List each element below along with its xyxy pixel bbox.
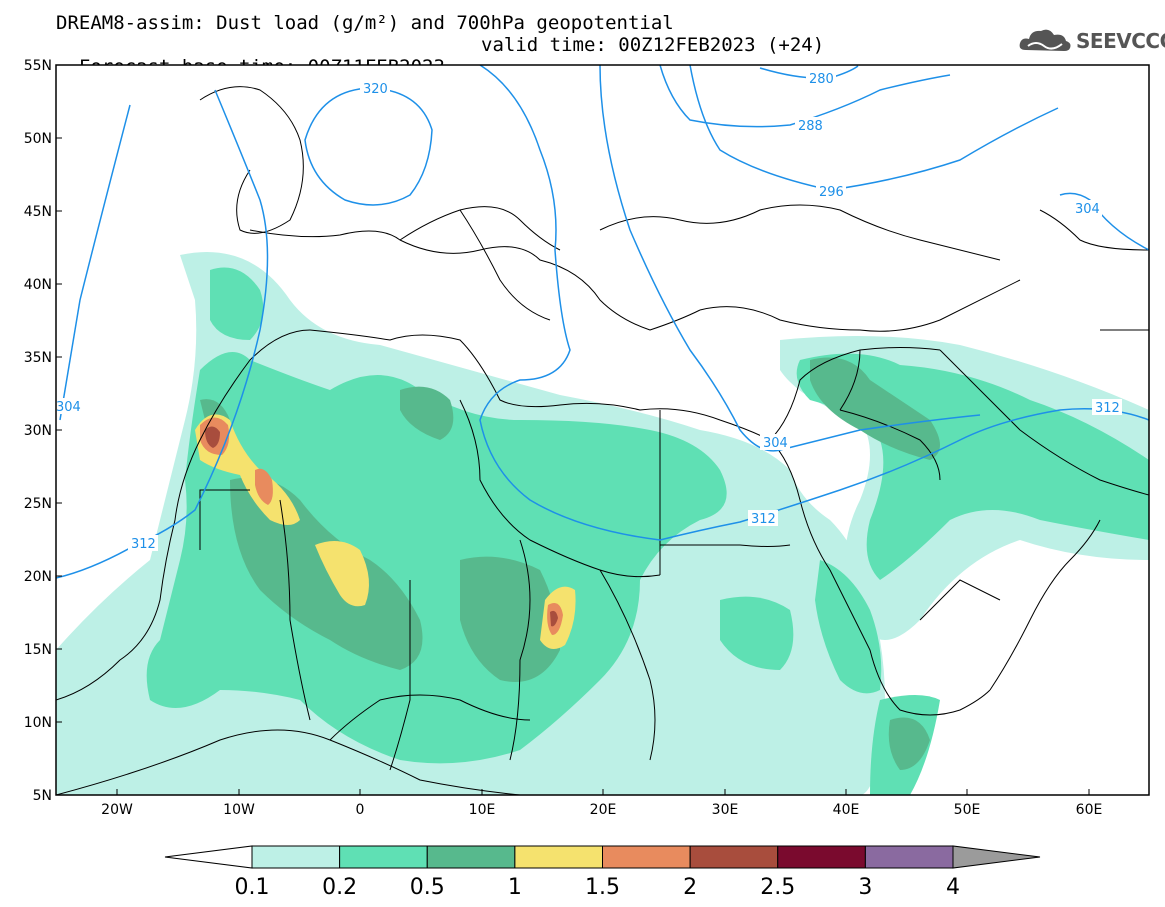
colorbar: 0.1 0.2 0.5 1 1.5 2 2.5 3 4: [164, 845, 1041, 900]
colorbar-tick-label: 3: [858, 875, 872, 900]
logo-text: SEEVCCC: [1076, 29, 1165, 53]
dust-field: [56, 65, 1149, 795]
lat-label: 10N: [24, 715, 52, 731]
lat-label: 40N: [24, 277, 52, 293]
colorbar-swatch: [251, 845, 341, 869]
colorbar-under-arrow: [164, 845, 253, 869]
lat-label: 5N: [33, 788, 52, 804]
colorbar-tick-label: 2: [683, 875, 697, 900]
cloud-icon: [1019, 29, 1071, 51]
lat-label: 20N: [24, 569, 52, 585]
contour-label: 312: [751, 512, 776, 527]
colorbar-tick-label: 1: [508, 875, 522, 900]
contour-label: 320: [363, 82, 388, 97]
contour-label: 304: [56, 400, 81, 415]
colorbar-swatch: [339, 845, 428, 869]
colorbar-swatch: [426, 845, 516, 869]
colorbar-swatch: [864, 845, 954, 869]
contour-label: 296: [819, 185, 844, 200]
colorbar-tick-label: 1.5: [585, 875, 620, 900]
contour-label: 280: [809, 72, 834, 87]
contour-label: 312: [1095, 401, 1120, 416]
lat-label: 35N: [24, 350, 52, 366]
colorbar-swatch: [777, 845, 866, 869]
lon-label: 30E: [712, 802, 739, 818]
lon-label: 60E: [1076, 802, 1103, 818]
lon-label: 20W: [101, 802, 133, 818]
colorbar-swatch: [602, 845, 691, 869]
colorbar-tick-label: 0.5: [410, 875, 445, 900]
colorbar-tick-label: 0.1: [235, 875, 270, 900]
colorbar-swatch: [514, 845, 603, 869]
map-title: DREAM8-assim: Dust load (g/m²) and 700hP…: [56, 12, 674, 34]
contour-label: 312: [131, 537, 156, 552]
lat-label: 30N: [24, 423, 52, 439]
colorbar-tick-label: 4: [946, 875, 960, 900]
lon-label: 40E: [833, 802, 860, 818]
lon-label: 10W: [223, 802, 255, 818]
lon-label: 10E: [469, 802, 496, 818]
contour-label: 288: [798, 119, 823, 134]
lat-label: 50N: [24, 131, 52, 147]
colorbar-swatch: [689, 845, 779, 869]
lat-label: 45N: [24, 204, 52, 220]
contour-label: 304: [763, 436, 788, 451]
lat-label: 15N: [24, 642, 52, 658]
seevccc-logo: SEEVCCC: [1018, 26, 1165, 56]
lat-label: 55N: [24, 58, 52, 74]
lon-label: 50E: [954, 802, 981, 818]
lon-label: 20E: [590, 802, 617, 818]
lat-label: 25N: [24, 496, 52, 512]
valid-time: valid time: 00Z12FEB2023 (+24): [481, 34, 825, 56]
colorbar-over-arrow: [952, 845, 1041, 869]
lon-label: 0: [356, 802, 365, 818]
colorbar-tick-label: 0.2: [322, 875, 357, 900]
contour-label: 304: [1075, 202, 1100, 217]
colorbar-tick-label: 2.5: [760, 875, 795, 900]
